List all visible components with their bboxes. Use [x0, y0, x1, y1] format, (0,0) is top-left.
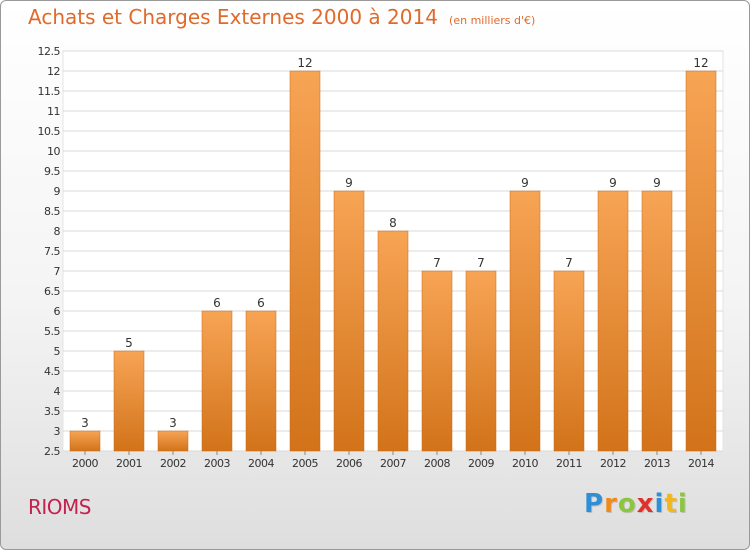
x-tick-label: 2000 [72, 457, 98, 470]
x-tick-label: 2001 [116, 457, 142, 470]
y-tick-label: 3 [54, 425, 61, 438]
y-tick-label: 3.5 [44, 405, 60, 418]
data-label: 8 [389, 216, 397, 230]
y-tick-label: 12.5 [38, 45, 61, 58]
y-tick-label: 7.5 [44, 245, 60, 258]
data-labels: 3 5 3 6 6 12 9 8 7 7 9 7 9 9 12 [81, 56, 708, 430]
y-tick-label: 7 [54, 265, 61, 278]
x-tick-label: 2003 [204, 457, 230, 470]
data-label: 9 [609, 176, 617, 190]
data-label: 3 [169, 416, 177, 430]
data-label: 9 [653, 176, 661, 190]
x-tick-label: 2005 [292, 457, 318, 470]
data-label: 12 [693, 56, 708, 70]
bar-2011 [553, 270, 585, 452]
commune-name: RIOMS [28, 495, 92, 519]
x-tick-label: 2008 [424, 457, 450, 470]
y-tick-label: 6.5 [44, 285, 60, 298]
bar-2010 [509, 190, 541, 452]
y-tick-label: 11.5 [38, 85, 61, 98]
logo-letter: t [664, 489, 678, 519]
bar-2007 [377, 230, 409, 452]
x-tick-label: 2007 [380, 457, 406, 470]
x-tick-label: 2009 [468, 457, 494, 470]
y-tick-label: 11 [47, 105, 60, 118]
proxiti-logo: Proxiti [584, 489, 688, 519]
x-tick-label: 2002 [160, 457, 186, 470]
y-tick-label: 9 [54, 185, 61, 198]
data-label: 5 [125, 336, 133, 350]
y-tick-label: 6 [54, 305, 61, 318]
bar-2014 [685, 70, 717, 452]
y-tick-label: 9.5 [44, 165, 60, 178]
bar-2000 [69, 430, 101, 452]
chart-subtitle: (en milliers d'€) [449, 14, 536, 27]
data-label: 3 [81, 416, 89, 430]
x-axis-ticks: 2000 2001 2002 2003 2004 2005 2006 2007 2008 2009… [72, 451, 715, 470]
y-tick-label: 4 [54, 385, 61, 398]
y-tick-label: 8.5 [44, 205, 60, 218]
x-tick-label: 2012 [600, 457, 626, 470]
logo-letter: i [654, 489, 665, 519]
logo-letter: r [604, 489, 618, 519]
bar-2008 [421, 270, 453, 452]
data-label: 12 [297, 56, 312, 70]
bar-2012 [597, 190, 629, 452]
y-tick-label: 10 [47, 145, 60, 158]
bar-2002 [157, 430, 189, 452]
y-tick-label: 5.5 [44, 325, 60, 338]
y-tick-label: 2.5 [44, 445, 60, 458]
y-tick-label: 8 [54, 225, 61, 238]
bar-2006 [333, 190, 365, 452]
data-label: 7 [433, 256, 441, 270]
x-tick-label: 2011 [556, 457, 582, 470]
logo-letter: i [677, 489, 688, 519]
data-label: 9 [521, 176, 529, 190]
bars [69, 70, 717, 452]
y-tick-label: 5 [54, 345, 61, 358]
x-tick-label: 2014 [688, 457, 714, 470]
title-row: Achats et Charges Externes 2000 à 2014 (… [28, 5, 535, 29]
bar-2004 [245, 310, 277, 452]
logo-letter: P [584, 489, 605, 519]
x-tick-label: 2006 [336, 457, 362, 470]
logo-letter: o [617, 489, 637, 519]
y-axis-ticks: 2.5 3 3.5 4 4.5 5 5.5 6 6.5 7 7.5 8 8.5 9 9.5 10 10.5 11 1… [38, 45, 62, 458]
bar-2005 [289, 70, 321, 452]
data-label: 7 [477, 256, 485, 270]
data-label: 6 [213, 296, 221, 310]
data-label: 6 [257, 296, 265, 310]
y-tick-label: 12 [47, 65, 60, 78]
x-tick-label: 2004 [248, 457, 274, 470]
data-label: 9 [345, 176, 353, 190]
data-label: 7 [565, 256, 573, 270]
bar-2003 [201, 310, 233, 452]
chart-title: Achats et Charges Externes 2000 à 2014 [28, 5, 438, 29]
x-tick-label: 2013 [644, 457, 670, 470]
bar-2013 [641, 190, 673, 452]
y-tick-label: 10.5 [38, 125, 61, 138]
y-tick-label: 4.5 [44, 365, 60, 378]
x-tick-label: 2010 [512, 457, 538, 470]
logo-letter: x [636, 489, 655, 519]
bar-2009 [465, 270, 497, 452]
bar-2001 [113, 350, 145, 452]
